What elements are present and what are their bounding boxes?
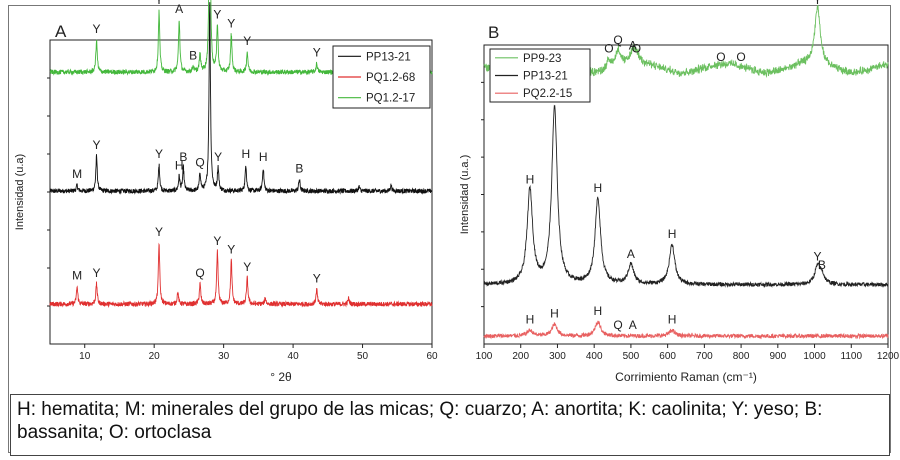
peak-label: Q bbox=[613, 33, 622, 47]
y-axis-label: Intensidad (u.a.) bbox=[459, 155, 471, 235]
x-tick-label: 60 bbox=[426, 351, 438, 362]
peak-label: H bbox=[594, 304, 603, 318]
peak-label: Y bbox=[227, 243, 235, 257]
x-axis-label: ° 2θ bbox=[270, 370, 292, 384]
peak-label: Q bbox=[195, 266, 204, 280]
peak-label: H bbox=[526, 312, 535, 326]
peak-label: Q bbox=[613, 318, 622, 332]
peak-label: H bbox=[175, 159, 184, 173]
x-tick-label: 40 bbox=[288, 351, 300, 362]
peak-label: Y bbox=[243, 260, 251, 274]
peak-label: O bbox=[604, 42, 613, 56]
peak-label: Q bbox=[195, 156, 204, 170]
panel-label: B bbox=[488, 23, 499, 42]
peak-label: Y bbox=[213, 234, 221, 248]
series-line-PQ2.2-15 bbox=[483, 320, 889, 340]
peak-label: Y bbox=[813, 250, 821, 264]
legend-label: PP9-23 bbox=[523, 53, 561, 65]
series-line-PP13-21 bbox=[483, 104, 889, 288]
y-axis-label: Intensidad (u.a) bbox=[14, 154, 26, 230]
x-tick-label: 10 bbox=[79, 351, 91, 362]
x-tick-label: 700 bbox=[696, 351, 713, 362]
peak-label: B bbox=[295, 161, 303, 175]
series-line-PP13-21 bbox=[49, 2, 433, 195]
peak-label: Y bbox=[155, 147, 163, 161]
peak-label: Y bbox=[93, 266, 101, 280]
peak-label: Y bbox=[155, 225, 163, 239]
peak-label: A bbox=[629, 39, 637, 53]
peak-label: A bbox=[627, 247, 635, 261]
peak-label: A bbox=[629, 318, 637, 332]
peak-label: O bbox=[716, 50, 725, 64]
peak-label: H bbox=[550, 307, 559, 321]
x-tick-label: 20 bbox=[149, 351, 161, 362]
x-tick-label: 30 bbox=[218, 351, 230, 362]
x-tick-label: 1100 bbox=[841, 351, 863, 362]
peak-label: Y bbox=[313, 45, 321, 59]
peak-label: H bbox=[259, 150, 268, 164]
legend-label: PQ2.2-15 bbox=[523, 88, 572, 100]
peak-label: B bbox=[179, 150, 187, 164]
peak-label: O bbox=[632, 42, 641, 56]
peak-label: M bbox=[72, 167, 82, 181]
peak-label: B bbox=[818, 258, 826, 272]
peak-label: Y bbox=[214, 150, 222, 164]
x-tick-label: 50 bbox=[357, 351, 369, 362]
x-tick-label: 1200 bbox=[877, 351, 900, 362]
series-line-PQ1.2-68 bbox=[49, 242, 433, 309]
x-tick-label: 200 bbox=[512, 351, 529, 362]
peak-label: B bbox=[189, 48, 197, 62]
peak-label: Y bbox=[243, 34, 251, 48]
peak-label: A bbox=[175, 2, 183, 16]
peak-label: O bbox=[736, 50, 745, 64]
x-tick-label: 400 bbox=[586, 351, 603, 362]
peak-label: Y bbox=[813, 0, 821, 7]
legend-label: PP13-21 bbox=[366, 51, 411, 63]
peak-label: Y bbox=[313, 272, 321, 286]
peak-label: H bbox=[242, 147, 251, 161]
peak-label: M bbox=[72, 269, 82, 283]
x-tick-label: 900 bbox=[769, 351, 786, 362]
peak-label: H bbox=[668, 312, 677, 326]
peak-label: Y bbox=[93, 138, 101, 152]
peak-label: Y bbox=[155, 0, 163, 7]
figure-caption: H: hematita; M: minerales del grupo de l… bbox=[10, 394, 890, 456]
legend-label: PP13-21 bbox=[523, 71, 568, 83]
peak-label: H bbox=[594, 181, 603, 195]
x-tick-label: 1000 bbox=[803, 351, 826, 362]
x-tick-label: 300 bbox=[549, 351, 566, 362]
peak-label: H bbox=[526, 173, 535, 187]
x-tick-label: 600 bbox=[659, 351, 676, 362]
legend-label: PQ1.2-17 bbox=[366, 93, 415, 105]
legend-label: PQ1.2-68 bbox=[366, 72, 415, 84]
x-tick-label: 100 bbox=[476, 351, 493, 362]
peak-label: Y bbox=[93, 22, 101, 36]
x-tick-label: 800 bbox=[733, 351, 750, 362]
x-tick-label: 500 bbox=[623, 351, 640, 362]
peak-label: Y bbox=[227, 16, 235, 30]
peak-label: Y bbox=[213, 8, 221, 22]
panel-label: A bbox=[55, 22, 67, 41]
peak-label: H bbox=[668, 227, 677, 241]
x-axis-label: Corrimiento Raman (cm⁻¹) bbox=[615, 370, 757, 384]
